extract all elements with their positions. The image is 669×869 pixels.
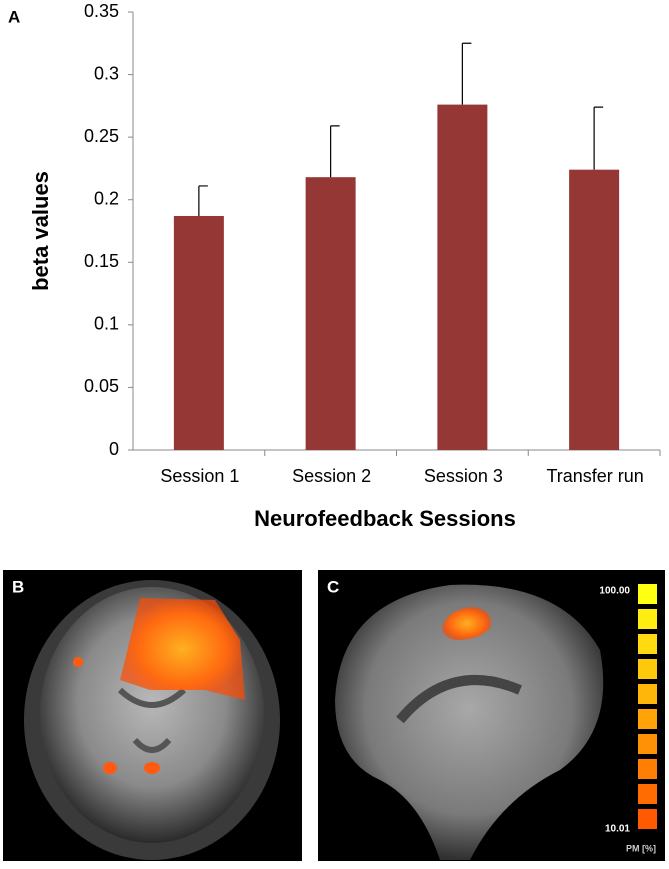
colorbar-swatch (638, 659, 657, 679)
colorbar-swatch (638, 609, 657, 629)
bar-chart: 0 0.05 0.1 0.15 0.2 0.25 0.3 0.35 Session 1 Sessi… (28, 1, 661, 531)
bar (305, 177, 356, 450)
bar (569, 169, 620, 450)
x-tick-label: Session 1 (160, 466, 239, 486)
y-tick-label: 0.3 (94, 63, 119, 83)
y-tick-label: 0 (109, 439, 119, 459)
colorbar-swatch (638, 684, 657, 704)
error-bar (330, 125, 340, 178)
activation (144, 762, 160, 774)
colorbar-swatch (638, 634, 657, 654)
error-bar (461, 42, 472, 105)
colorbar-min: 10.01 (605, 824, 630, 835)
activation (120, 598, 245, 700)
bar (173, 215, 224, 450)
y-tick-label: 0.05 (84, 376, 119, 396)
y-axis-label: beta values (28, 171, 53, 291)
colorbar-swatch (638, 784, 657, 804)
activation (73, 657, 83, 667)
panel-label: A (8, 7, 20, 26)
y-tick-label: 0.35 (84, 1, 119, 21)
ventricles (117, 687, 187, 753)
colorbar-swatch (638, 759, 657, 779)
corpus-callosum (396, 675, 522, 724)
x-tick-label: Session 2 (292, 466, 371, 486)
brain (335, 584, 604, 860)
activation (442, 607, 491, 640)
y-tick-label: 0.1 (94, 314, 119, 334)
panel-label: C (327, 577, 339, 596)
x-tick-label: Session 3 (424, 466, 503, 486)
error-bar (198, 185, 208, 216)
colorbar-unit: PM [%] (626, 843, 656, 853)
error-bar (593, 106, 604, 170)
colorbar-max: 100.00 (599, 586, 630, 597)
colorbar-swatch (638, 809, 657, 829)
x-axis-label: Neurofeedback Sessions (254, 506, 516, 531)
activation (103, 762, 117, 774)
y-tick-label: 0.25 (84, 126, 119, 146)
x-tick-label: Transfer run (546, 466, 643, 486)
y-tick-label: 0.2 (94, 188, 119, 208)
colorbar-swatch (638, 709, 657, 729)
panel-label: B (12, 577, 24, 596)
colorbar (638, 584, 657, 829)
y-tick-label: 0.15 (84, 251, 119, 271)
colorbar-swatch (638, 584, 657, 604)
bar (437, 104, 488, 450)
colorbar-swatch (638, 734, 657, 754)
